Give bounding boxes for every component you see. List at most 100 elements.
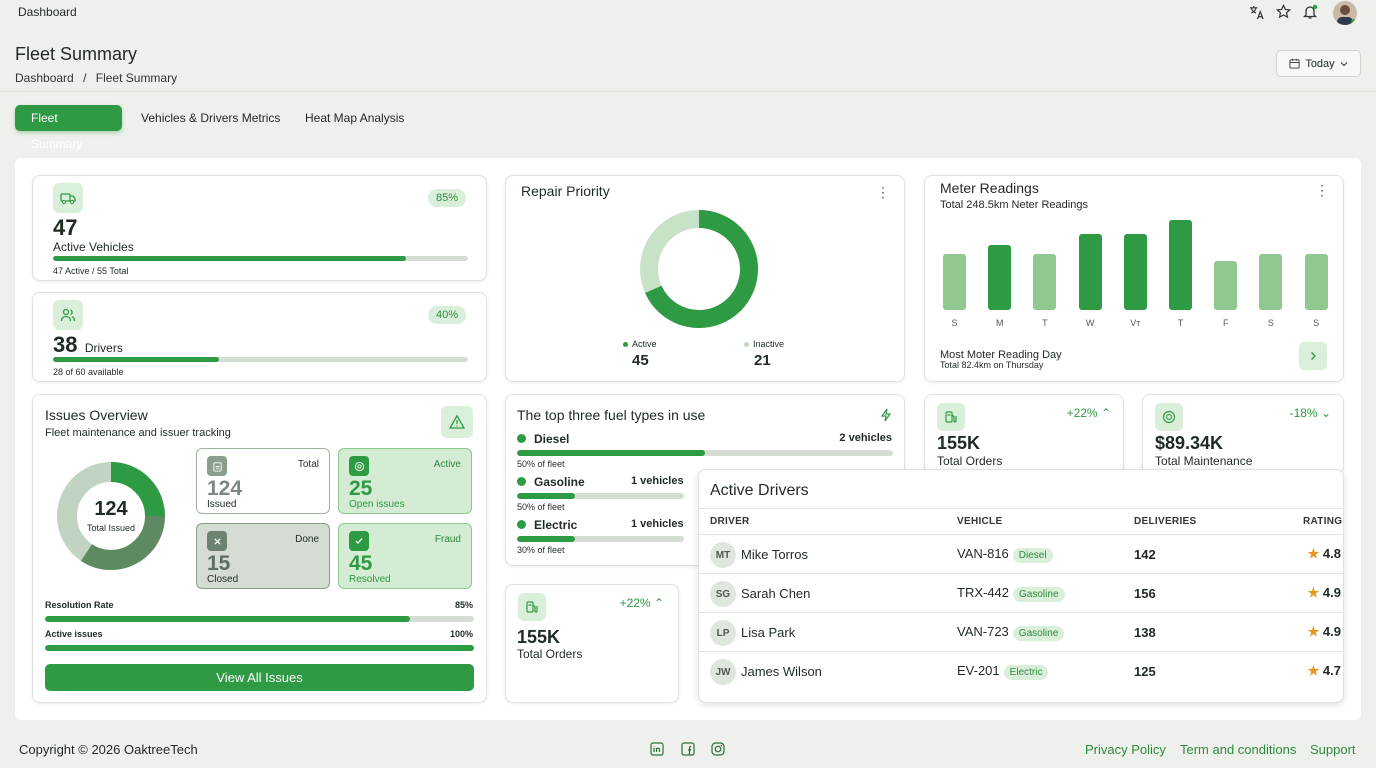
facebook-icon[interactable] [681, 742, 695, 759]
orders-secondary-change-value: +22% [619, 596, 651, 610]
vehicle-cell: VAN-816 Diesel [957, 546, 1053, 563]
vehicle-id: VAN-723 [957, 624, 1009, 639]
fuel-electric-bar [517, 536, 684, 542]
meter-bar [1169, 220, 1192, 310]
rating-value: 4.9 [1322, 624, 1341, 639]
maintenance-label: Total Maintenance [1155, 454, 1253, 468]
chevron-right-icon [1311, 352, 1316, 360]
fuel-diesel-bar [517, 450, 893, 456]
meter-bar [1078, 233, 1102, 310]
total-orders-card-secondary: +22% ⌃ 155K Total Orders [505, 584, 679, 703]
meter-bar [1123, 233, 1147, 310]
truck-icon [53, 183, 83, 213]
more-options-icon[interactable]: ⋮ [876, 184, 890, 200]
meter-footer-sub: Total 82.4km on Thursday [940, 360, 1044, 370]
star-icon[interactable] [1275, 3, 1292, 22]
fuel-electric-name: Electric [517, 518, 577, 532]
closed-tile[interactable]: Done 15 Closed [196, 523, 330, 589]
tab-fleet-summary[interactable]: Fleet Summary [15, 105, 122, 151]
vehicle-cell: EV-201 Electric [957, 663, 1049, 680]
chevron-down-icon [1340, 61, 1348, 66]
active-drivers-title: Active Drivers [710, 482, 809, 499]
vehicles-progress-bar [53, 256, 468, 261]
more-options-icon[interactable]: ⋮ [1315, 182, 1329, 198]
star-icon: ★ [1307, 624, 1320, 639]
bell-icon[interactable] [1302, 4, 1318, 23]
column-header-vehicle[interactable]: VEHICLE [957, 516, 1003, 527]
orders-change: +22% ⌃ [1067, 406, 1111, 420]
meter-next-button[interactable] [1299, 342, 1327, 370]
fuel-diesel-share: 50% of fleet [517, 459, 565, 469]
meter-day-label: W [1085, 318, 1095, 328]
driver-avatar: SG [710, 581, 736, 607]
repair-donut-chart [640, 210, 758, 328]
drivers-progress-bar [53, 357, 468, 362]
breadcrumb-current: Fleet Summary [95, 71, 178, 85]
deliveries-cell: 125 [1134, 664, 1156, 679]
column-header-driver[interactable]: DRIVER [710, 516, 750, 527]
repair-priority-title: Repair Priority [521, 183, 610, 199]
resolved-tile[interactable]: Fraud 45 Resolved [338, 523, 472, 589]
meter-day-label: T [1177, 318, 1184, 328]
chevron-down-icon: ⌄ [1320, 406, 1331, 420]
column-header-deliveries[interactable]: DELIVERIES [1134, 516, 1197, 527]
meter-day-label: T [1042, 318, 1048, 328]
breadcrumb-home[interactable]: Dashboard [15, 71, 74, 85]
fuel-gasoline-share: 50% of fleet [517, 502, 565, 512]
orders-secondary-label: Total Orders [517, 647, 583, 661]
active-vehicles-label: Active Vehicles [53, 240, 134, 254]
open-issues-tile[interactable]: Active 25 Open issues [338, 448, 472, 514]
avatar[interactable] [1333, 1, 1357, 25]
meter-bar [1259, 254, 1283, 310]
issued-value: 124 [207, 477, 243, 500]
support-link[interactable]: Support [1310, 742, 1356, 757]
table-row[interactable]: SG Sarah Chen TRX-442 Gasoline 156 ★ 4.9 [699, 573, 1343, 612]
date-filter-dropdown[interactable]: Today [1276, 50, 1361, 77]
active-vehicles-sub: 47 Active / 55 Total [53, 266, 129, 276]
meter-subtitle: Total 248.5km Neter Readings [940, 199, 1088, 211]
meter-bar [1214, 260, 1238, 310]
tab-vehicles-drivers-metrics[interactable]: Vehicles & Drivers Metrics [141, 111, 281, 125]
privacy-policy-link[interactable]: Privacy Policy [1085, 742, 1166, 757]
fuel-electric-count: 1 vehicles [631, 518, 684, 530]
breadcrumb-top[interactable]: Dashboard [18, 5, 77, 19]
column-header-rating[interactable]: RATING [1303, 516, 1343, 527]
issued-tile[interactable]: Total 124 Issued [196, 448, 330, 514]
terms-link[interactable]: Term and conditions [1180, 742, 1297, 757]
translate-icon[interactable] [1249, 5, 1264, 23]
repair-priority-card: Repair Priority ⋮ Active 45 Inactive 21 [505, 175, 905, 382]
rating-cell: ★ 4.8 [1308, 546, 1341, 562]
copyright: Copyright © 2026 OaktreeTech [19, 742, 198, 757]
meter-footer-title: Most Moter Reading Day [940, 349, 1062, 361]
vehicle-cell: VAN-723 Gasoline [957, 624, 1065, 641]
orders-label: Total Orders [937, 454, 1003, 468]
table-row[interactable]: LP Lisa Park VAN-723 Gasoline 138 ★ 4.9 [699, 612, 1343, 651]
linkedin-icon[interactable] [650, 742, 664, 759]
star-icon: ★ [1307, 546, 1320, 561]
table-row[interactable]: JW James Wilson EV-201 Electric 125 ★ 4.7 [699, 651, 1343, 690]
calendar-icon [1289, 58, 1300, 69]
table-divider [699, 508, 1343, 509]
drivers-percent-badge: 40% [427, 306, 466, 324]
warning-button[interactable] [441, 406, 473, 438]
fuel-badge: Gasoline [1013, 587, 1065, 602]
maintenance-change-value: -18% [1289, 406, 1318, 420]
deliveries-cell: 138 [1134, 625, 1156, 640]
active-issues-bar [45, 645, 474, 651]
view-all-issues-button[interactable]: View All Issues [45, 664, 474, 691]
table-row[interactable]: MT Mike Torros VAN-816 Diesel 142 ★ 4.8 [699, 534, 1343, 573]
driver-name: Sarah Chen [741, 586, 811, 601]
tab-heat-map-analysis[interactable]: Heat Map Analysis [305, 111, 405, 125]
active-issues-value: 100% [449, 629, 473, 639]
meter-day-label: M [995, 318, 1004, 328]
meter-bar [988, 245, 1012, 310]
drivers-metric: 38 Drivers [53, 332, 123, 358]
fuel-title: The top three fuel types in use [517, 407, 706, 423]
orders-secondary-change: +22% ⌃ [620, 596, 664, 610]
fuel-badge: Diesel [1012, 548, 1053, 563]
resolution-rate-label: Resolution Rate [45, 600, 114, 610]
total-maintenance-card: -18% ⌄ $89.34K Total Maintenance [1142, 394, 1344, 474]
maintenance-value: $89.34K [1155, 433, 1224, 453]
instagram-icon[interactable] [711, 742, 725, 759]
driver-avatar: MT [710, 542, 736, 568]
